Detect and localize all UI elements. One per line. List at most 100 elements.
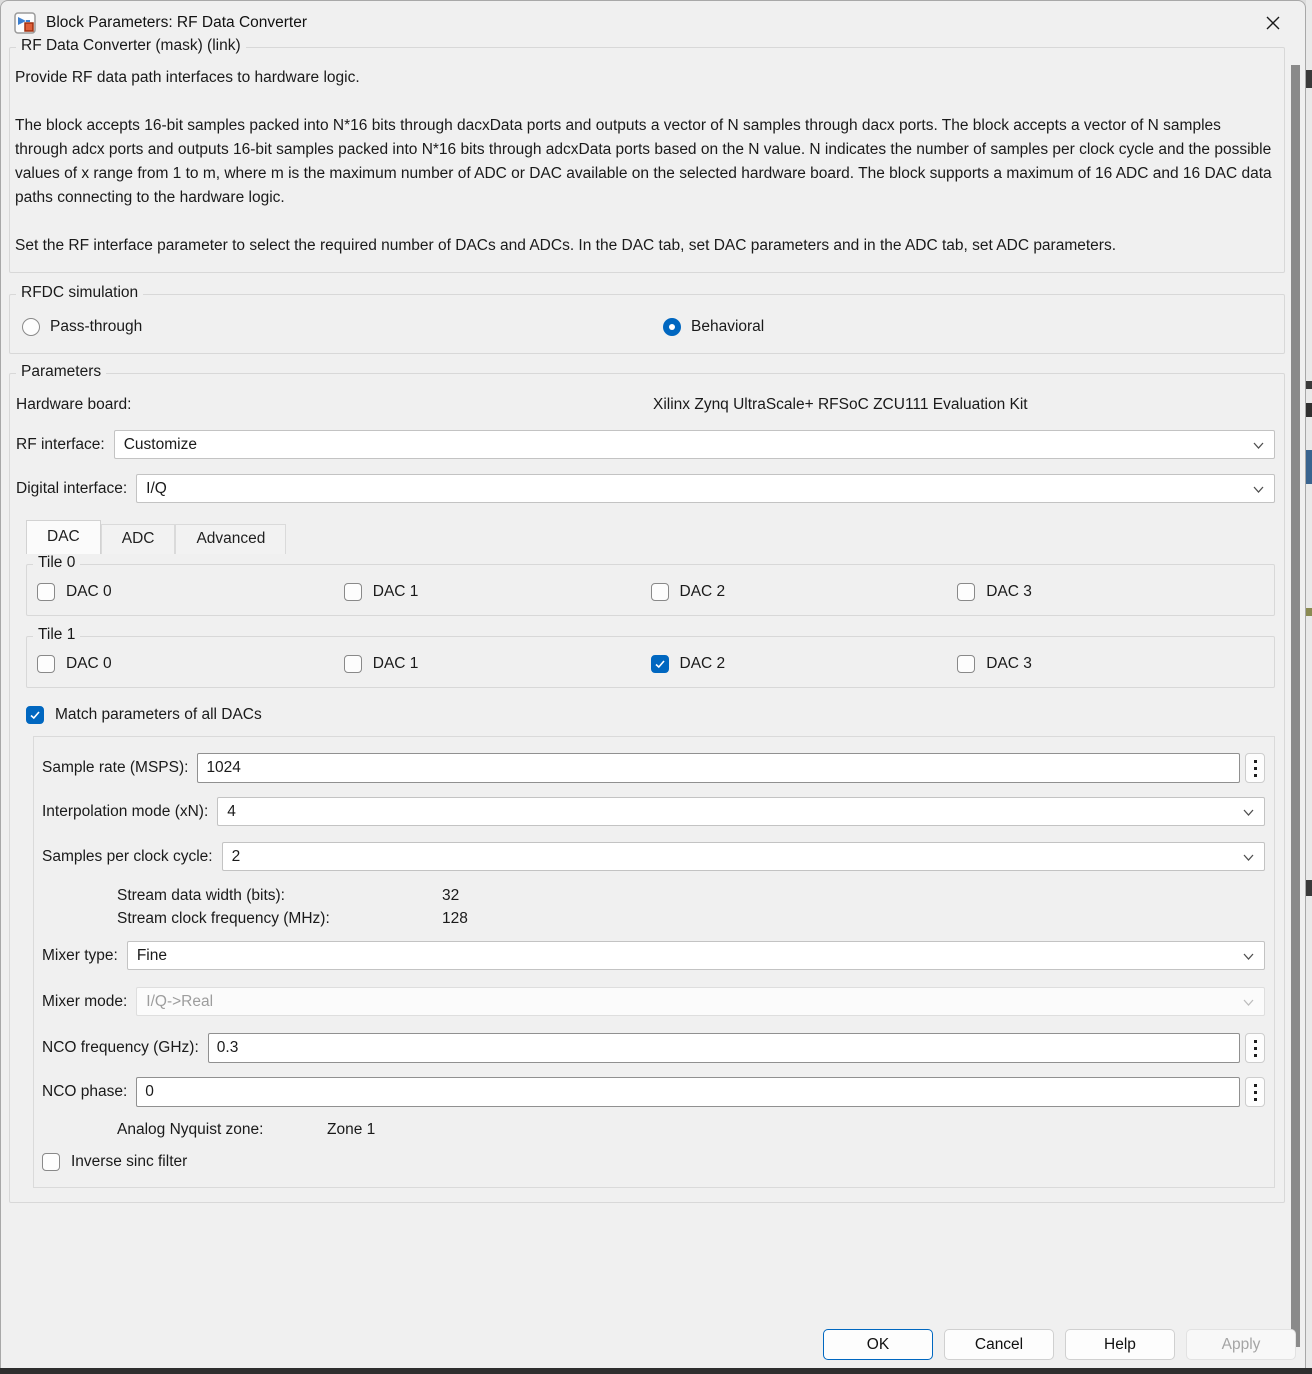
rfdc-simulation-legend: RFDC simulation — [16, 284, 144, 302]
checkbox-icon — [42, 1153, 60, 1171]
tile0-dac2-checkbox[interactable]: DAC 2 — [650, 583, 958, 601]
simulation-radio-row: Pass-through Behavioral — [22, 315, 1272, 339]
parameters-group: Parameters Hardware board: Xilinx Zynq U… — [9, 363, 1285, 1203]
nco-phase-row: NCO phase: — [42, 1077, 1265, 1107]
nco-phase-label: NCO phase: — [42, 1083, 128, 1100]
tile1-dac0-checkbox[interactable]: DAC 0 — [37, 655, 344, 673]
check-icon — [30, 711, 40, 720]
check-icon — [654, 660, 665, 669]
help-button[interactable]: Help — [1065, 1329, 1175, 1360]
checkbox-icon — [37, 583, 55, 601]
tile0-dac0-checkbox[interactable]: DAC 0 — [37, 583, 344, 601]
stream-clock-value: 128 — [442, 910, 468, 927]
background-fragment — [1306, 381, 1312, 389]
radio-behavioral[interactable]: Behavioral — [663, 318, 764, 336]
tile1-dac2-label: DAC 2 — [679, 655, 726, 672]
tile1-legend: Tile 1 — [33, 626, 81, 644]
rf-interface-dropdown[interactable]: Customize — [113, 430, 1275, 459]
tab-advanced[interactable]: Advanced — [175, 524, 287, 554]
stream-clock-label: Stream clock frequency (MHz): — [117, 910, 330, 927]
dots-vertical-icon — [1253, 1083, 1257, 1087]
vertical-scrollbar[interactable] — [1288, 47, 1302, 1363]
close-button[interactable] — [1257, 7, 1289, 39]
rf-interface-label: RF interface: — [16, 435, 105, 453]
mixer-mode-label: Mixer mode: — [42, 992, 128, 1010]
checkbox-checked-icon — [650, 655, 669, 673]
nco-phase-options-button[interactable] — [1245, 1077, 1265, 1107]
radio-selected-icon — [663, 318, 681, 336]
mixer-type-dropdown[interactable]: Fine — [126, 941, 1265, 970]
nco-phase-input[interactable] — [136, 1077, 1240, 1107]
tile0-dac1-label: DAC 1 — [372, 583, 419, 600]
stream-width-label: Stream data width (bits): — [117, 887, 285, 904]
inverse-sinc-checkbox[interactable]: Inverse sinc filter — [42, 1153, 1265, 1171]
digital-interface-dropdown[interactable]: I/Q — [136, 474, 1275, 503]
tile0-dac0-label: DAC 0 — [66, 583, 112, 600]
dots-vertical-icon — [1253, 1039, 1257, 1043]
radio-icon — [22, 318, 40, 336]
background-window-sliver — [1306, 0, 1312, 1374]
checkbox-icon — [650, 583, 669, 601]
checkbox-checked-icon — [26, 706, 44, 724]
tile1-dac3-checkbox[interactable]: DAC 3 — [957, 655, 1264, 673]
chevron-down-icon — [1243, 809, 1254, 816]
samples-per-clock-label: Samples per clock cycle: — [42, 847, 213, 865]
dac-parameters-frame: Sample rate (MSPS): Interpolation mode (… — [33, 736, 1275, 1188]
nco-frequency-label: NCO frequency (GHz): — [42, 1039, 199, 1056]
simulink-block-icon — [14, 12, 36, 34]
interpolation-value: 4 — [227, 802, 236, 820]
tab-dac[interactable]: DAC — [26, 520, 101, 554]
tile1-checkbox-row: DAC 0 DAC 1 DAC 2 — [37, 655, 1264, 673]
interpolation-row: Interpolation mode (xN): 4 — [42, 797, 1265, 826]
parameters-legend: Parameters — [16, 363, 107, 381]
screen-bottom-edge — [0, 1368, 1312, 1374]
rf-interface-row: RF interface: Customize — [16, 430, 1275, 459]
nyquist-zone-label: Analog Nyquist zone: — [117, 1121, 264, 1138]
tile0-legend: Tile 0 — [33, 554, 81, 572]
interpolation-label: Interpolation mode (xN): — [42, 802, 209, 820]
tile1-dac0-label: DAC 0 — [66, 655, 112, 672]
tile0-dac2-label: DAC 2 — [679, 583, 726, 600]
chevron-down-icon — [1253, 486, 1264, 493]
sample-rate-input[interactable] — [197, 753, 1240, 783]
nco-frequency-input[interactable] — [207, 1033, 1240, 1063]
checkbox-icon — [343, 655, 362, 673]
mixer-mode-dropdown-disabled: I/Q->Real — [136, 987, 1265, 1016]
sample-rate-label: Sample rate (MSPS): — [42, 759, 189, 776]
ok-button[interactable]: OK — [823, 1329, 933, 1360]
samples-per-clock-dropdown[interactable]: 2 — [221, 842, 1265, 871]
stream-clock-row: Stream clock frequency (MHz): 128 — [42, 910, 1265, 928]
scrollbar-thumb[interactable] — [1291, 65, 1300, 1347]
background-fragment — [1306, 608, 1312, 616]
tab-adc[interactable]: ADC — [100, 524, 176, 554]
sample-rate-row: Sample rate (MSPS): — [42, 753, 1265, 783]
digital-interface-row: Digital interface: I/Q — [16, 474, 1275, 503]
hardware-board-label: Hardware board: — [16, 396, 132, 413]
cancel-button[interactable]: Cancel — [944, 1329, 1054, 1360]
checkbox-icon — [957, 655, 976, 673]
tile1-dac2-checkbox[interactable]: DAC 2 — [650, 655, 958, 673]
nyquist-zone-value: Zone 1 — [327, 1121, 376, 1138]
radio-behavioral-label: Behavioral — [691, 318, 765, 335]
tile1-dac3-label: DAC 3 — [986, 655, 1032, 672]
mask-group-legend: RF Data Converter (mask) (link) — [16, 37, 246, 55]
nco-frequency-options-button[interactable] — [1245, 1033, 1265, 1063]
tile1-dac1-checkbox[interactable]: DAC 1 — [343, 655, 651, 673]
sample-rate-options-button[interactable] — [1245, 753, 1265, 783]
match-parameters-checkbox[interactable]: Match parameters of all DACs — [26, 706, 1275, 724]
interpolation-dropdown[interactable]: 4 — [217, 797, 1265, 826]
stream-width-value: 32 — [442, 887, 460, 904]
tab-strip: DAC ADC Advanced — [26, 520, 1275, 554]
tile0-dac3-checkbox[interactable]: DAC 3 — [957, 583, 1264, 601]
nyquist-zone-row: Analog Nyquist zone: Zone 1 — [42, 1121, 1265, 1139]
samples-per-clock-row: Samples per clock cycle: 2 — [42, 842, 1265, 871]
inverse-sinc-label: Inverse sinc filter — [71, 1153, 188, 1170]
checkbox-icon — [957, 583, 976, 601]
mask-description-group: RF Data Converter (mask) (link) Provide … — [9, 37, 1285, 273]
chevron-down-icon — [1253, 442, 1264, 449]
radio-pass-through[interactable]: Pass-through — [22, 318, 142, 336]
tile0-dac1-checkbox[interactable]: DAC 1 — [343, 583, 651, 601]
chevron-down-icon — [1243, 999, 1254, 1006]
tile0-group: Tile 0 DAC 0 DAC 1 DAC 2 — [26, 554, 1275, 616]
